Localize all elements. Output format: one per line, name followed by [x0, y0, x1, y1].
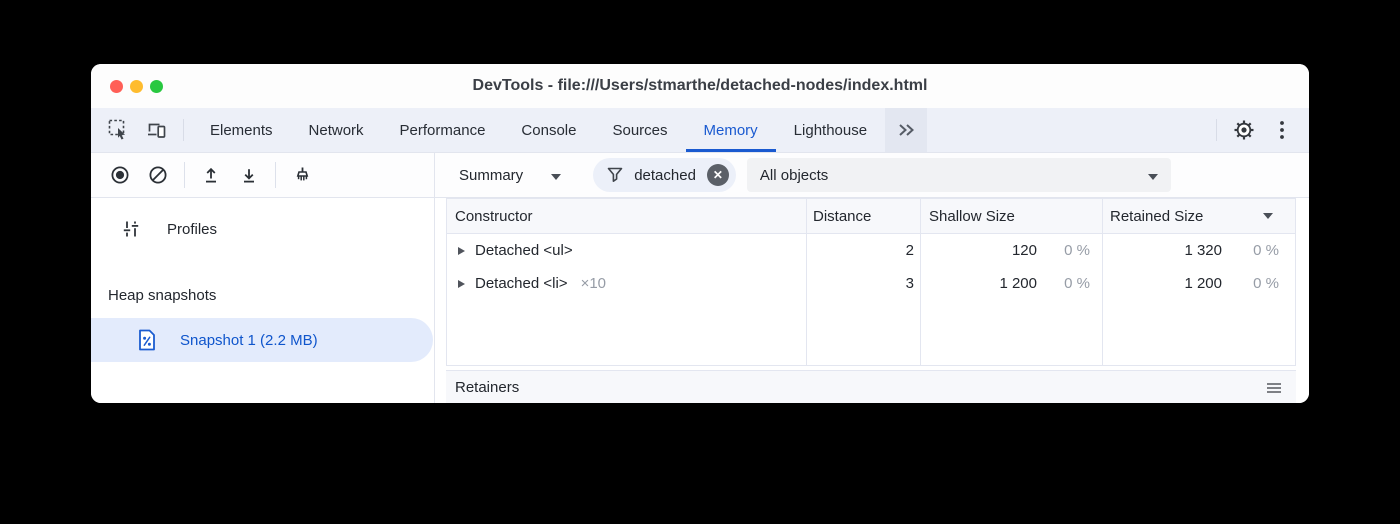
settings-button[interactable] [1225, 108, 1263, 152]
heap-snapshot-doc-icon [139, 329, 155, 351]
retainers-label: Retainers [455, 379, 520, 396]
retained-size-percent: 0 % [1253, 242, 1279, 259]
tune-sliders-icon [123, 221, 139, 237]
clear-filter-button[interactable] [706, 164, 729, 186]
chevron-double-right-icon [898, 124, 914, 136]
sidebar-item-profiles[interactable]: Profiles [91, 211, 434, 247]
close-window-button[interactable] [110, 79, 123, 93]
clear-profiles-button[interactable] [139, 156, 177, 194]
maximize-window-button[interactable] [150, 79, 163, 93]
sidebar-item-snapshot-1[interactable]: Snapshot 1 (2.2 MB) [91, 318, 433, 362]
table-header-row: Constructor Distance Shallow Size Retain… [447, 199, 1295, 234]
column-header-constructor[interactable]: Constructor [447, 199, 807, 233]
kebab-menu-icon [1280, 121, 1284, 139]
perspective-select-value: Summary [459, 166, 524, 184]
table-body: Detached <ul> 2 120 0 % 1 320 0 % [447, 234, 1295, 365]
inspect-element-button[interactable] [99, 108, 137, 152]
shallow-size-value: 120 [1011, 242, 1037, 259]
constructors-table: Constructor Distance Shallow Size Retain… [446, 198, 1296, 366]
constructor-name: Detached <li> [475, 275, 568, 292]
inspect-cursor-icon [108, 119, 125, 140]
shallow-size-percent: 0 % [1064, 275, 1090, 292]
clear-all-button[interactable] [283, 156, 321, 194]
column-header-distance[interactable]: Distance [807, 199, 921, 233]
profile-actions [91, 153, 435, 197]
profiles-sidebar: Profiles Heap snapshots Snapshot 1 (2.2 … [91, 198, 435, 403]
memory-toolbar: Summary detached All objects [91, 153, 1309, 198]
tab-sources[interactable]: Sources [612, 121, 668, 139]
heap-snapshots-section-label: Heap snapshots [108, 286, 217, 304]
divider [1216, 119, 1217, 141]
record-icon [111, 166, 129, 184]
more-tabs-button[interactable] [885, 108, 928, 152]
device-toolbar-button[interactable] [137, 108, 175, 152]
load-profile-button[interactable] [192, 156, 230, 194]
devtools-tabbar: Elements Network Performance Console Sou… [91, 108, 1309, 153]
device-toolbar-icon [147, 123, 165, 138]
brush-icon [296, 167, 308, 181]
expand-arrow-icon[interactable] [458, 246, 465, 255]
upload-icon [206, 167, 216, 183]
sidebar-item-label: Profiles [167, 220, 218, 238]
object-set-select-value: All objects [759, 166, 829, 184]
devtools-window: DevTools - file:///Users/stmarthe/detach… [91, 64, 1309, 403]
save-profile-button[interactable] [230, 156, 268, 194]
more-options-button[interactable] [1263, 108, 1301, 152]
shallow-size-percent: 0 % [1064, 242, 1090, 259]
retained-size-value: 1 320 [1184, 242, 1222, 259]
retainers-pane-header[interactable]: Retainers [446, 370, 1296, 403]
tab-network[interactable]: Network [308, 121, 364, 139]
tab-performance[interactable]: Performance [399, 121, 486, 139]
expand-arrow-icon[interactable] [458, 279, 465, 288]
minimize-window-button[interactable] [130, 79, 143, 93]
tab-memory[interactable]: Memory [686, 108, 776, 152]
tab-console[interactable]: Console [521, 121, 577, 139]
record-heap-snapshot-button[interactable] [101, 156, 139, 194]
hamburger-resize-icon[interactable] [1265, 380, 1283, 396]
retained-size-value: 1 200 [1184, 275, 1222, 292]
table-row-detached-li[interactable]: Detached <li> ×10 3 1 200 0 % 1 200 0 % [447, 267, 1295, 300]
shallow-size-value: 1 200 [999, 275, 1037, 292]
column-divider [1102, 234, 1103, 365]
titlebar: DevTools - file:///Users/stmarthe/detach… [91, 64, 1309, 108]
column-divider [920, 234, 921, 365]
column-divider [806, 234, 807, 365]
block-icon [149, 166, 167, 184]
memory-panel-content: Profiles Heap snapshots Snapshot 1 (2.2 … [91, 198, 1309, 403]
class-filter-input[interactable]: detached [593, 158, 736, 192]
instance-count: ×10 [580, 275, 607, 292]
constructor-name: Detached <ul> [475, 242, 573, 259]
divider [183, 119, 184, 141]
tabbar-spacer [927, 108, 1208, 152]
heap-snapshot-view: Constructor Distance Shallow Size Retain… [435, 198, 1309, 403]
column-header-shallow-size[interactable]: Shallow Size [921, 199, 1103, 233]
chevron-down-icon [551, 173, 562, 180]
object-set-select[interactable]: All objects [746, 158, 1171, 192]
tab-lighthouse[interactable]: Lighthouse [793, 121, 868, 139]
distance-value: 2 [905, 242, 914, 259]
gear-icon [1234, 120, 1254, 140]
window-title: DevTools - file:///Users/stmarthe/detach… [472, 77, 928, 94]
snapshot-label: Snapshot 1 (2.2 MB) [180, 331, 318, 349]
perspective-select[interactable]: Summary [459, 166, 562, 184]
column-header-retained-size[interactable]: Retained Size [1103, 199, 1295, 233]
summary-controls: Summary detached All objects [435, 153, 1309, 197]
table-row-detached-ul[interactable]: Detached <ul> 2 120 0 % 1 320 0 % [447, 234, 1295, 267]
tab-elements[interactable]: Elements [210, 121, 273, 139]
traffic-lights [110, 64, 163, 108]
divider [275, 162, 276, 188]
divider [184, 162, 185, 188]
chevron-down-icon [1147, 173, 1158, 180]
distance-value: 3 [905, 275, 914, 292]
filter-funnel-icon [607, 167, 623, 182]
class-filter-value: detached [634, 166, 696, 184]
download-icon [244, 169, 254, 183]
retained-size-percent: 0 % [1253, 275, 1279, 292]
sort-descending-icon [1263, 213, 1273, 219]
